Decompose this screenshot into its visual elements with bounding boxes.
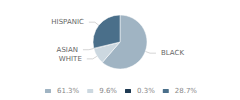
svg-text:HISPANIC: HISPANIC bbox=[51, 18, 84, 26]
svg-text:WHITE: WHITE bbox=[59, 55, 82, 63]
svg-text:28.7%: 28.7% bbox=[175, 87, 198, 95]
svg-text:BLACK: BLACK bbox=[161, 49, 184, 57]
svg-text:9.6%: 9.6% bbox=[99, 87, 117, 95]
svg-text:ASIAN: ASIAN bbox=[57, 46, 78, 54]
svg-text:0.3%: 0.3% bbox=[137, 87, 155, 95]
svg-text:61.3%: 61.3% bbox=[57, 87, 80, 95]
